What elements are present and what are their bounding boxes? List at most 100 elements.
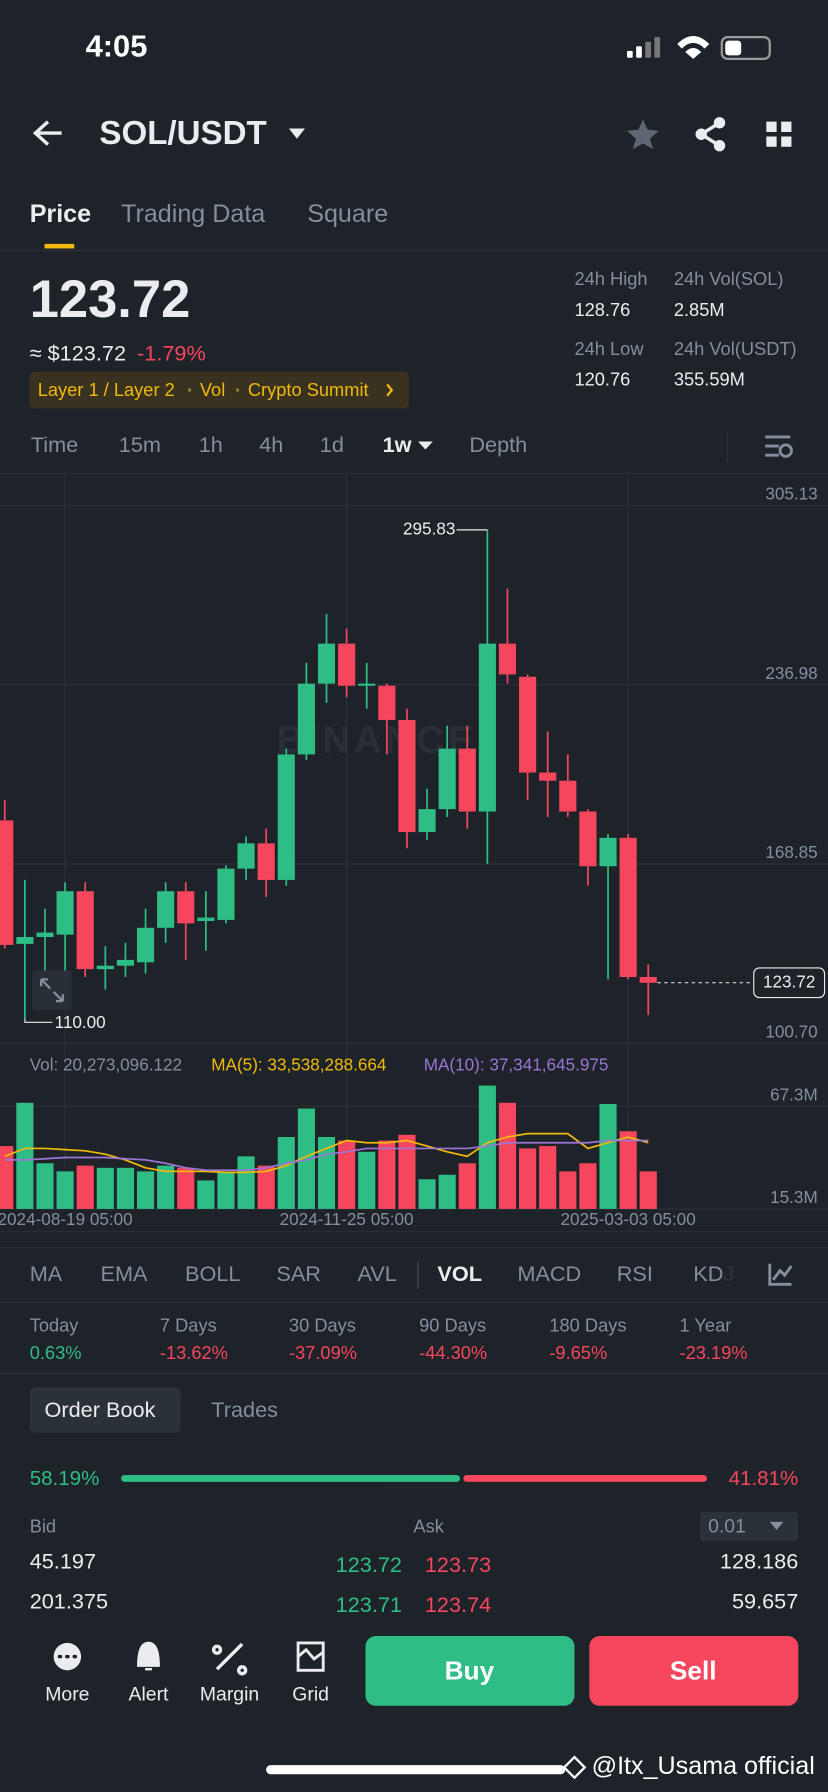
- fullscreen-button[interactable]: [31, 970, 72, 1011]
- order-book-tab[interactable]: Order Book: [45, 1397, 156, 1422]
- buy-label[interactable]: Buy: [445, 1656, 495, 1686]
- home-indicator: [266, 1765, 566, 1775]
- pair-title[interactable]: SOL/USDT: [99, 115, 266, 152]
- tag[interactable]: Crypto Summit: [248, 379, 369, 400]
- signal-bar: [626, 50, 633, 58]
- stat-value: 128.76: [574, 299, 630, 320]
- indicator-tab[interactable]: MACD: [517, 1261, 581, 1286]
- candle-body: [136, 927, 155, 963]
- sell-ratio-bar: [463, 1475, 707, 1482]
- candle-body: [579, 811, 597, 867]
- stat-value: 120.76: [574, 369, 630, 390]
- candle-body: [197, 917, 215, 921]
- fullscreen-icon[interactable]: [39, 978, 64, 1003]
- ask-amount: 128.186: [720, 1549, 798, 1574]
- buy-button[interactable]: [365, 1636, 575, 1706]
- order-book-tab-box[interactable]: [29, 1387, 181, 1433]
- precision-dropdown[interactable]: [769, 1521, 784, 1530]
- stat-label: 24h Low: [574, 338, 644, 359]
- volume-bar: [579, 1163, 597, 1209]
- candle-body: [0, 820, 14, 945]
- candle-body: [438, 748, 456, 810]
- ask-price: 123.73: [425, 1552, 491, 1577]
- performance-label: 180 Days: [549, 1314, 626, 1335]
- bid-amount: 201.375: [30, 1589, 108, 1614]
- x-tick-label: 2025-03-03 05:00: [561, 1209, 696, 1229]
- usd-price: ≈ $123.72: [30, 340, 126, 365]
- back-icon[interactable]: [32, 120, 62, 146]
- indicator-tab[interactable]: AVL: [357, 1261, 396, 1286]
- tag-box[interactable]: [29, 371, 409, 409]
- interval[interactable]: 1w: [383, 432, 412, 457]
- chart-settings-gear[interactable]: [778, 443, 793, 458]
- interval[interactable]: Depth: [469, 432, 527, 457]
- nav-label[interactable]: More: [45, 1684, 89, 1706]
- interval[interactable]: 4h: [259, 432, 283, 457]
- watermark-text: @Itx_Usama official: [592, 1752, 815, 1780]
- last-price: 123.72: [30, 270, 191, 329]
- menu-grid-icon[interactable]: [766, 121, 792, 147]
- indicator-tab[interactable]: MA: [30, 1261, 63, 1286]
- indicator-settings-icon[interactable]: [768, 1263, 793, 1286]
- sell-label[interactable]: Sell: [670, 1656, 717, 1686]
- low-marker-line: [24, 1018, 53, 1023]
- favorite-icon[interactable]: [626, 119, 659, 150]
- ask-price: 123.74: [425, 1592, 491, 1617]
- alert-icon[interactable]: [137, 1641, 160, 1671]
- indicator-tab[interactable]: BOLL: [185, 1261, 240, 1286]
- interval[interactable]: 15m: [119, 432, 161, 457]
- candle-body: [559, 780, 577, 812]
- last-price-box: [753, 967, 826, 999]
- interval[interactable]: 1d: [320, 432, 344, 457]
- candle-body: [237, 843, 255, 869]
- high-marker-label: 295.83: [403, 518, 455, 538]
- indicator-tab[interactable]: VOL: [437, 1261, 482, 1286]
- volume-bar: [257, 1165, 275, 1209]
- tab-underline: [44, 243, 75, 249]
- interval[interactable]: Time: [31, 432, 78, 457]
- volume-bar: [338, 1140, 356, 1209]
- volume-bar: [217, 1171, 235, 1209]
- wifi-icon: [677, 36, 710, 59]
- volume-bar: [56, 1171, 74, 1209]
- indicator-tab[interactable]: RSI: [617, 1261, 653, 1286]
- stat-label: 24h High: [574, 268, 647, 289]
- indicator-tab[interactable]: SAR: [276, 1261, 321, 1286]
- stat-value: 2.85M: [674, 299, 725, 320]
- candle-body: [639, 977, 657, 983]
- candle-body: [157, 891, 175, 928]
- volume-bar: [297, 1108, 315, 1209]
- volume-bar: [539, 1146, 557, 1209]
- tab[interactable]: Square: [307, 200, 388, 228]
- volume-bar: [498, 1102, 517, 1209]
- interval[interactable]: 1h: [199, 432, 223, 457]
- share-link[interactable]: [697, 121, 721, 148]
- chart-settings-icon[interactable]: [765, 435, 791, 457]
- pair-dropdown[interactable]: [288, 128, 305, 139]
- tag[interactable]: Vol: [200, 379, 225, 400]
- share-icon[interactable]: [695, 117, 726, 152]
- tab[interactable]: Trading Data: [121, 200, 265, 228]
- sell-button[interactable]: [589, 1636, 799, 1706]
- candle-body: [116, 959, 134, 966]
- indicator-tab[interactable]: EMA: [101, 1261, 149, 1286]
- tag[interactable]: Layer 1 / Layer 2: [38, 379, 175, 400]
- nav-label[interactable]: Grid: [292, 1684, 329, 1706]
- volume-bar: [0, 1146, 14, 1209]
- interval-dropdown[interactable]: [417, 441, 433, 450]
- candle-body: [217, 868, 235, 920]
- performance-value: -9.65%: [549, 1342, 607, 1363]
- y-tick-label: 236.98: [765, 663, 817, 683]
- status-time: 4:05: [86, 29, 148, 64]
- nav-label[interactable]: Margin: [200, 1684, 259, 1706]
- precision[interactable]: 0.01: [708, 1516, 746, 1538]
- tab[interactable]: Price: [30, 200, 91, 228]
- nav-label[interactable]: Alert: [129, 1684, 170, 1706]
- volume-bar: [136, 1171, 155, 1209]
- grid-icon[interactable]: [296, 1641, 325, 1672]
- margin-icon[interactable]: [211, 1642, 248, 1676]
- precision-box[interactable]: [700, 1511, 799, 1542]
- trades-tab[interactable]: Trades: [211, 1397, 278, 1422]
